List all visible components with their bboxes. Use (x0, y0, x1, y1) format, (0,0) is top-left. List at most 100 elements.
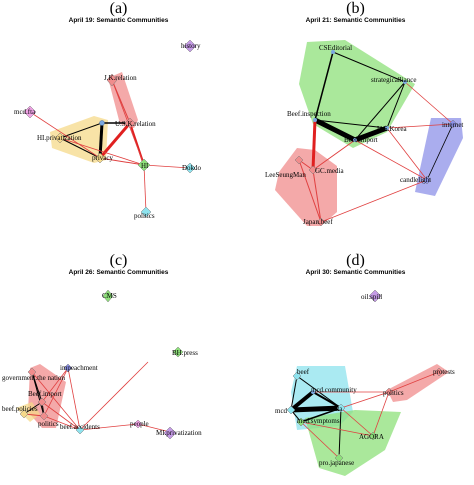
node-candle: candlelight (400, 175, 432, 185)
node-label: pro.japanese (319, 459, 354, 467)
node-mipriv: MI.privatization (156, 426, 202, 440)
node-label: Japan.beef (303, 218, 333, 226)
edge (313, 117, 357, 143)
node-politics: politics (383, 387, 404, 397)
panel-title: April 26: Semantic Communities (68, 269, 169, 276)
node-label: history (181, 42, 201, 50)
edge (99, 157, 145, 166)
node-label: LeeSeungMan (265, 171, 306, 179)
node-label: mcd (275, 407, 288, 415)
node-mcd: mcd.fta (14, 105, 37, 119)
node-label: CMS (102, 292, 117, 300)
edges (23, 361, 171, 433)
node-uskr: U.S.K.relation (115, 117, 156, 129)
nodes: oil.spill beef mcd.community protests po… (275, 289, 455, 467)
node-uskorea: U.S.Korea (377, 125, 407, 133)
panel-letter: (c) (109, 252, 128, 269)
edge (29, 111, 101, 159)
node-label: BH.press (172, 349, 198, 357)
node-label: U.S.Korea (377, 125, 407, 133)
edge (98, 122, 104, 159)
node-label: Beef.import (344, 136, 378, 144)
edge (67, 367, 81, 431)
hull-blue (415, 118, 463, 196)
edge (290, 375, 298, 411)
node-cms: CMS (102, 289, 117, 303)
node-label: Beef.import (28, 390, 62, 398)
node-jk: J.K.relation (104, 73, 137, 87)
community-hulls (50, 72, 138, 163)
edge (143, 164, 147, 213)
node-label: mcd.community (311, 386, 357, 394)
edge (290, 405, 342, 413)
edge (314, 51, 334, 121)
node-label: beef.accidents (60, 423, 100, 431)
edge (79, 423, 139, 431)
panel-d: (d) April 30: Semantic Communities oil (237, 242, 474, 484)
node-label: GC.media (315, 167, 344, 175)
edge (31, 371, 43, 403)
node-label: mcd.fta (14, 108, 36, 116)
panel-letter: (d) (346, 252, 365, 269)
node-privacy: privacy (92, 152, 113, 164)
panel-b: (b) April 21: Semantic Communities (237, 0, 474, 242)
edges (298, 51, 454, 223)
edges (289, 371, 440, 459)
node-beefimp: Beef.import (344, 136, 378, 144)
node-protests: protests (433, 367, 455, 377)
node-fta: fta (335, 403, 346, 413)
node-label: mcd.symptoms (297, 417, 340, 425)
edge (372, 391, 390, 437)
edge (59, 137, 145, 166)
nodes: CMS BH.press impeachment government.the … (2, 289, 202, 440)
panel-letter: (b) (346, 0, 365, 17)
edge (338, 407, 342, 459)
node-label: candlelight (400, 176, 431, 184)
edge (386, 127, 428, 181)
node-label: beef (297, 368, 310, 376)
edge (388, 371, 440, 393)
node-label: J.K.relation (104, 74, 137, 82)
node-strat: strategicalliance (371, 76, 416, 84)
node-history: history (181, 39, 201, 53)
node-beefacc: beef.accidents (60, 423, 100, 435)
panel-title: April 30: Semantic Communities (305, 269, 406, 276)
panel-letter: (a) (109, 0, 128, 17)
edge (386, 123, 454, 129)
node-beef: beef (292, 368, 310, 381)
edge (300, 421, 374, 437)
edge (300, 407, 342, 423)
edge (312, 391, 342, 409)
edge (312, 169, 322, 223)
network-graph: oil.spill beef mcd.community protests po… (275, 289, 455, 476)
edge (354, 81, 406, 141)
edge (59, 137, 101, 159)
nodes: history J.K.relation mcd.fta U.S.K.relat… (14, 39, 202, 220)
edge (340, 391, 390, 409)
panel-c: (c) April 26: Semantic Communities CMS B… (0, 242, 237, 484)
node-cse: CSEditorial (319, 44, 352, 54)
node-impeach: impeachment (60, 363, 98, 373)
edge (31, 371, 81, 431)
edge (354, 125, 388, 143)
node-label: oil.spill (361, 293, 382, 301)
hull-red (387, 364, 449, 402)
nodes: CSEditorial strategicalliance internet B… (265, 44, 463, 227)
node-label: politics (38, 420, 59, 428)
edge (404, 81, 454, 125)
edge (320, 179, 428, 223)
node-people: people (130, 419, 149, 429)
edge (386, 81, 406, 129)
edge (59, 122, 103, 139)
node-politics: politics (134, 206, 155, 220)
node-hi: HI (137, 158, 151, 172)
node-label: impeachment (60, 364, 98, 372)
edge (314, 119, 388, 129)
node-label: internet (442, 121, 463, 129)
node-label: strategicalliance (371, 76, 416, 84)
edge (312, 139, 356, 171)
panel-a: (a) April 19: Semantic Communities histo… (0, 0, 237, 242)
edge (340, 407, 374, 437)
node-oil: oil.spill (361, 289, 382, 303)
node-japan: Japan.beef (303, 217, 333, 227)
